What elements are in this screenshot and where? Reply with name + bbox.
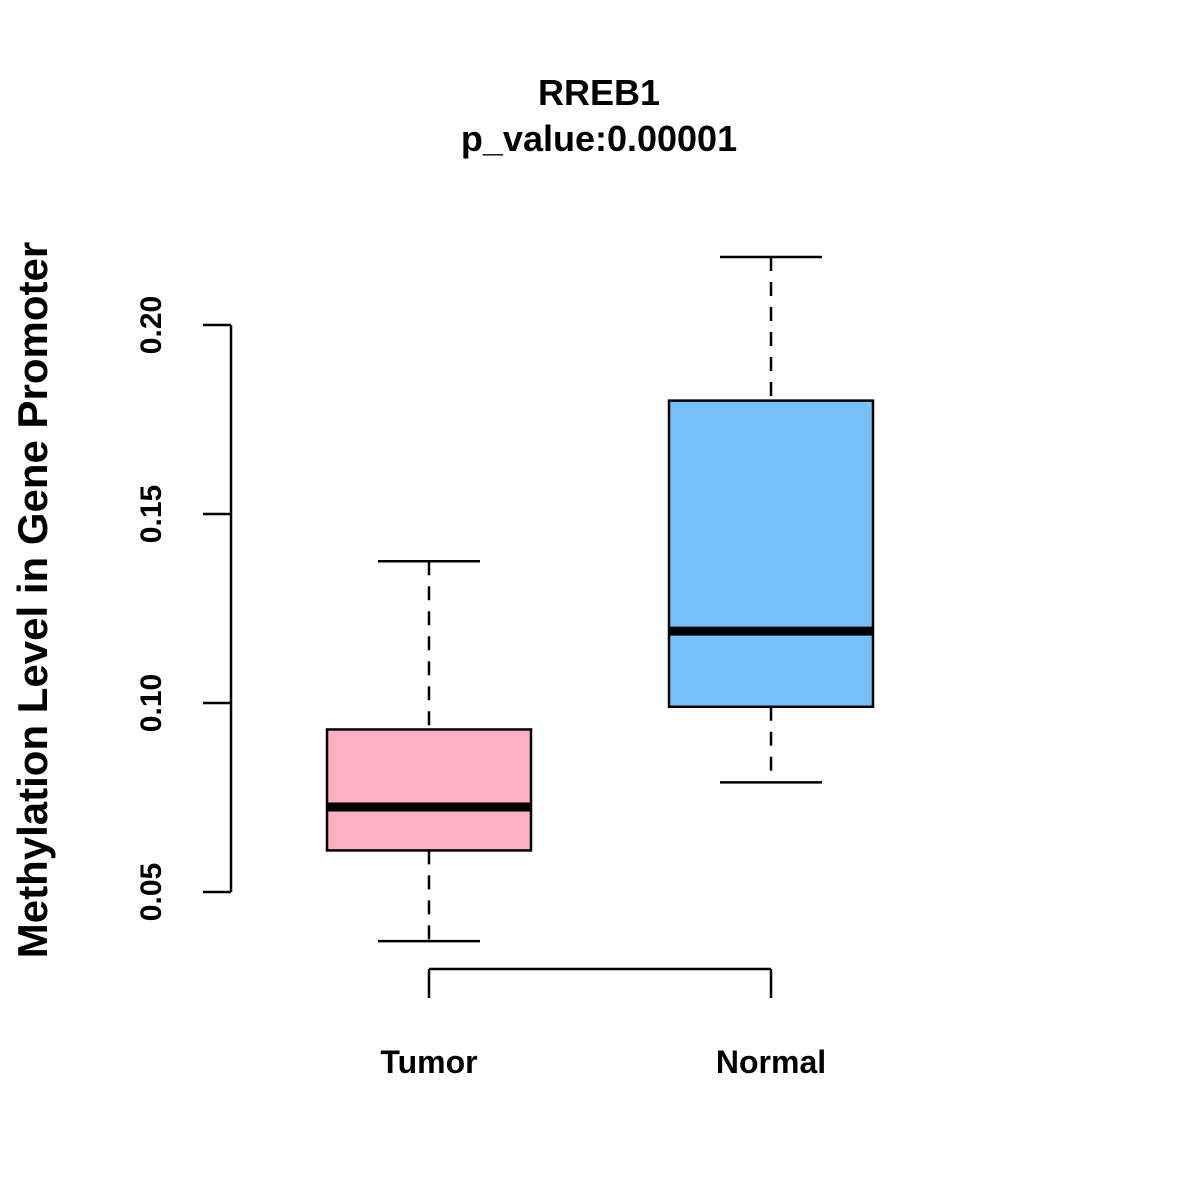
box-tumor (325, 560, 533, 943)
boxes (325, 255, 875, 943)
x-tick-label: Tumor (380, 1044, 477, 1080)
y-tick-label: 0.20 (135, 296, 168, 354)
y-tick-label: 0.10 (135, 674, 168, 732)
box-normal (667, 255, 875, 784)
chart-subtitle: p_value:0.00001 (461, 118, 737, 159)
x-tick-label: Normal (716, 1044, 826, 1080)
iqr-box (325, 728, 533, 852)
iqr-box (667, 399, 875, 709)
y-tick-label: 0.05 (135, 863, 168, 921)
y-axis-label: Methylation Level in Gene Promoter (9, 242, 56, 958)
x-axis: Tumor Normal (380, 967, 826, 1080)
y-tick-label: 0.15 (135, 485, 168, 543)
chart-title: RREB1 (538, 72, 660, 113)
y-axis: 0.05 0.10 0.15 0.20 (135, 296, 233, 921)
